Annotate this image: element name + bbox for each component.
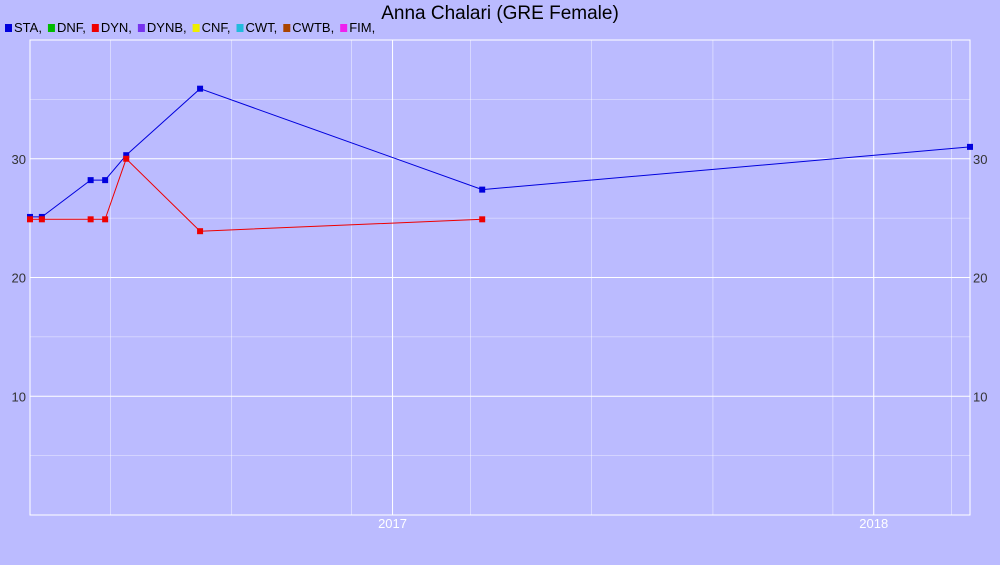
x-axis-ticks: 2017 2018 xyxy=(378,516,888,531)
series-line-sta xyxy=(30,88,971,218)
legend-swatch xyxy=(283,24,291,32)
data-point-dyn xyxy=(38,216,45,223)
legend-label: CWTB, xyxy=(292,20,334,35)
data-point-dyn xyxy=(27,216,33,223)
legend-swatch xyxy=(340,24,348,32)
legend-label: FIM, xyxy=(349,20,375,35)
y-tick-label-left: 30 xyxy=(12,152,26,167)
data-point-sta xyxy=(87,177,94,184)
legend-swatch xyxy=(91,24,99,32)
data-point-sta xyxy=(479,186,486,193)
legend-label: DNF, xyxy=(57,20,86,35)
x-tick-label: 2018 xyxy=(859,516,888,531)
data-point-dyn xyxy=(87,216,94,223)
data-point-sta xyxy=(102,177,109,184)
legend-swatch xyxy=(5,24,12,32)
data-point-dyn xyxy=(479,216,486,223)
y-tick-label-right: 30 xyxy=(973,152,987,167)
y-tick-label-left: 10 xyxy=(12,389,26,404)
data-point-dyn xyxy=(102,216,109,223)
series-layer xyxy=(27,85,973,235)
gridlines xyxy=(30,40,970,515)
data-point-dyn xyxy=(197,228,204,235)
legend-swatch xyxy=(192,24,200,32)
y-tick-label-right: 10 xyxy=(973,389,987,404)
legend-label: CWT, xyxy=(246,20,278,35)
y-axis-ticks: 10 10 20 20 30 30 xyxy=(12,152,988,405)
legend-swatch xyxy=(236,24,244,32)
data-point-sta xyxy=(967,143,973,150)
legend-label: DYNB, xyxy=(147,20,187,35)
legend-label: CNF, xyxy=(202,20,231,35)
legend-swatch xyxy=(137,24,145,32)
data-point-sta xyxy=(123,152,130,159)
y-tick-label-right: 20 xyxy=(973,271,987,286)
x-tick-label: 2017 xyxy=(378,516,407,531)
y-tick-label-left: 20 xyxy=(12,271,26,286)
legend-label: STA, xyxy=(14,20,42,35)
legend: STA, DNF, DYN, DYNB, CNF, CWT, CWTB, FIM, xyxy=(5,20,375,35)
data-point-sta xyxy=(197,85,204,92)
data-point-dyn xyxy=(123,155,130,162)
legend-label: DYN, xyxy=(101,20,132,35)
legend-swatch xyxy=(47,24,55,32)
chart-title: Anna Chalari (GRE Female) xyxy=(381,3,619,24)
